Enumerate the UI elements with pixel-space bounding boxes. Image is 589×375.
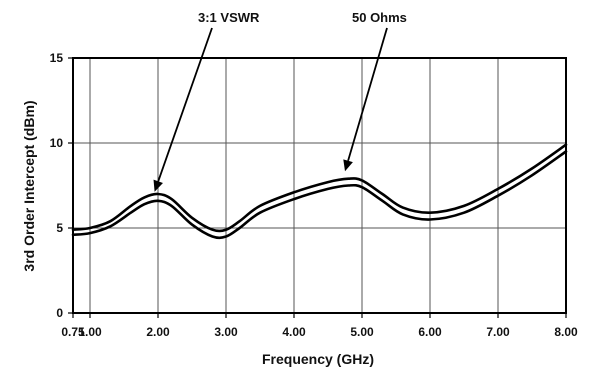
y-tick-label: 10 — [50, 136, 64, 150]
annotation-arrow-shaft — [347, 27, 388, 161]
x-tick-label: 4.00 — [282, 325, 306, 339]
y-axis-title: 3rd Order Intercept (dBm) — [21, 100, 37, 271]
x-tick-label: 6.00 — [418, 325, 442, 339]
y-tick-label: 5 — [56, 221, 63, 235]
grid-layer — [73, 58, 566, 313]
x-tick-label: 1.00 — [78, 325, 102, 339]
x-tick-label: 0.75 — [61, 325, 85, 339]
annotation-layer: 3:1 VSWR 50 Ohms — [153, 10, 407, 192]
y-tick-label: 15 — [50, 51, 64, 65]
plot-frame — [72, 57, 567, 314]
annotation-label: 3:1 VSWR — [198, 10, 260, 25]
x-tick-label: 5.00 — [350, 325, 374, 339]
annotation-arrow-head — [153, 179, 163, 192]
series-line-50-ohms — [71, 143, 568, 233]
x-tick-label: 8.00 — [554, 325, 578, 339]
series-layer — [71, 143, 568, 240]
tick-layer: 0.751.00 2.00 3.00 4.00 5.00 6.00 7.00 8.00 0 5 10… — [50, 51, 578, 339]
x-tick-label: 2.00 — [146, 325, 170, 339]
annotation-arrow-shaft — [157, 27, 213, 182]
annotation-arrow-head — [343, 159, 353, 172]
annotation-label: 50 Ohms — [352, 10, 407, 25]
x-tick-label: 7.00 — [486, 325, 510, 339]
x-tick-label: 3.00 — [214, 325, 238, 339]
y-tick-label: 0 — [56, 306, 63, 320]
series-line-3-1-vswr — [71, 150, 568, 240]
x-axis-title: Frequency (GHz) — [262, 351, 374, 367]
